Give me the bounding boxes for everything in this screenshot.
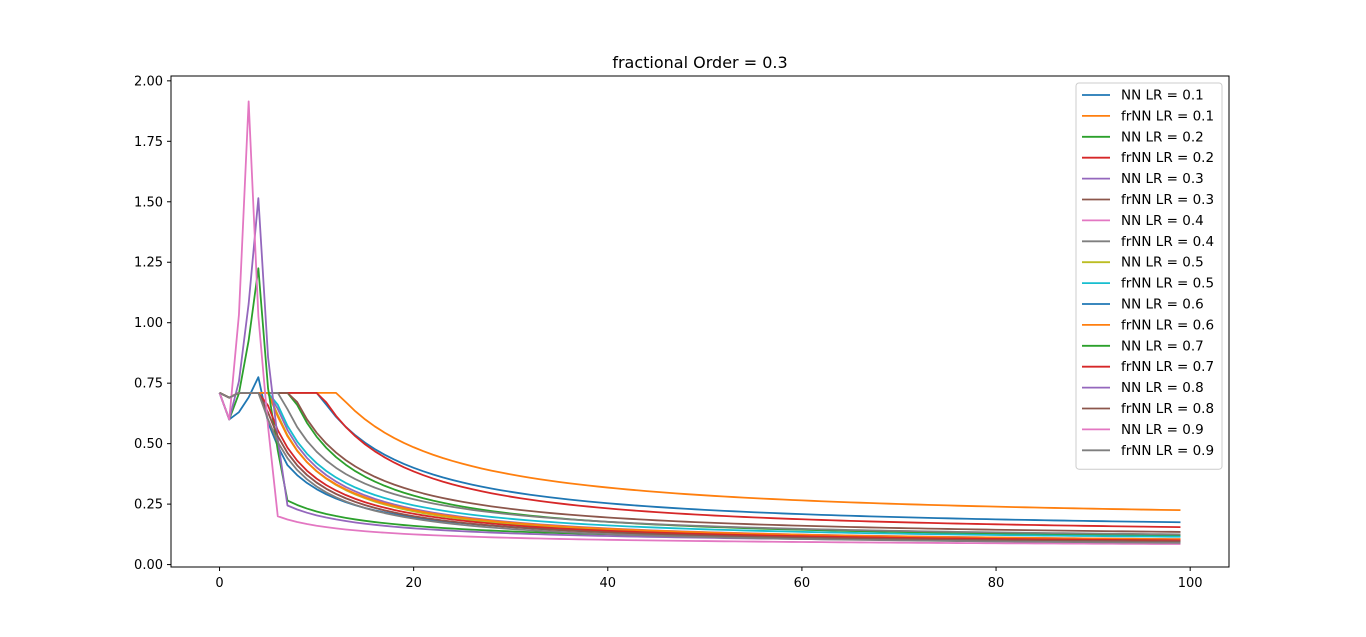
legend-label: frNN LR = 0.2 bbox=[1121, 150, 1214, 166]
legend-label: frNN LR = 0.5 bbox=[1121, 276, 1214, 292]
legend-label: frNN LR = 0.3 bbox=[1121, 192, 1214, 208]
y-axis: 0.00 0.25 0.50 0.75 1.00 1.25 1.50 1.75 2.00 bbox=[134, 74, 171, 573]
chart-title: fractional Order = 0.3 bbox=[612, 53, 787, 72]
series-line bbox=[219, 391, 1181, 541]
x-tick-label: 100 bbox=[1178, 576, 1203, 591]
legend-label: NN LR = 0.2 bbox=[1121, 129, 1204, 145]
series-line bbox=[219, 391, 1181, 544]
legend-label: NN LR = 0.6 bbox=[1121, 297, 1204, 313]
series-line bbox=[219, 391, 1181, 528]
legend-label: NN LR = 0.7 bbox=[1121, 338, 1204, 354]
x-tick-label: 0 bbox=[215, 576, 223, 591]
series-line bbox=[219, 391, 1181, 536]
y-tick-label: 2.00 bbox=[134, 74, 163, 89]
series-layer bbox=[218, 100, 1181, 545]
series-line bbox=[219, 391, 1181, 533]
legend-label: NN LR = 0.3 bbox=[1121, 171, 1204, 187]
series-line bbox=[218, 100, 1181, 545]
series-line bbox=[219, 391, 1181, 542]
legend-label: frNN LR = 0.8 bbox=[1121, 401, 1214, 417]
y-tick-label: 0.50 bbox=[134, 437, 163, 452]
x-tick-label: 80 bbox=[988, 576, 1005, 591]
series-line bbox=[219, 391, 1181, 538]
legend: NN LR = 0.1 frNN LR = 0.1 NN LR = 0.2 frNN … bbox=[1075, 82, 1223, 470]
legend-label: frNN LR = 0.4 bbox=[1121, 234, 1214, 250]
y-tick-label: 0.25 bbox=[134, 498, 163, 513]
legend-box bbox=[1075, 82, 1223, 470]
x-tick-label: 60 bbox=[794, 576, 811, 591]
x-axis: 0 20 40 60 80 100 bbox=[215, 567, 1203, 591]
legend-label: frNN LR = 0.1 bbox=[1121, 108, 1214, 124]
y-tick-label: 0.00 bbox=[134, 558, 163, 573]
y-tick-label: 1.00 bbox=[134, 316, 163, 331]
legend-label: frNN LR = 0.9 bbox=[1121, 443, 1214, 459]
series-line bbox=[219, 391, 1181, 524]
series-line bbox=[219, 391, 1181, 543]
y-tick-label: 1.25 bbox=[134, 256, 163, 271]
legend-label: frNN LR = 0.7 bbox=[1121, 359, 1214, 375]
legend-label: NN LR = 0.5 bbox=[1121, 255, 1204, 271]
x-tick-label: 40 bbox=[600, 576, 617, 591]
y-tick-label: 1.50 bbox=[134, 195, 163, 210]
plot-frame bbox=[170, 75, 1230, 568]
legend-label: NN LR = 0.8 bbox=[1121, 380, 1204, 396]
series-line bbox=[219, 391, 1181, 512]
x-tick-label: 20 bbox=[405, 576, 422, 591]
legend-label: NN LR = 0.1 bbox=[1121, 88, 1204, 104]
legend-label: frNN LR = 0.6 bbox=[1121, 317, 1214, 333]
y-tick-label: 1.75 bbox=[134, 135, 163, 150]
y-tick-label: 0.75 bbox=[134, 377, 163, 392]
legend-label: NN LR = 0.9 bbox=[1121, 422, 1204, 438]
legend-label: NN LR = 0.4 bbox=[1121, 213, 1204, 229]
